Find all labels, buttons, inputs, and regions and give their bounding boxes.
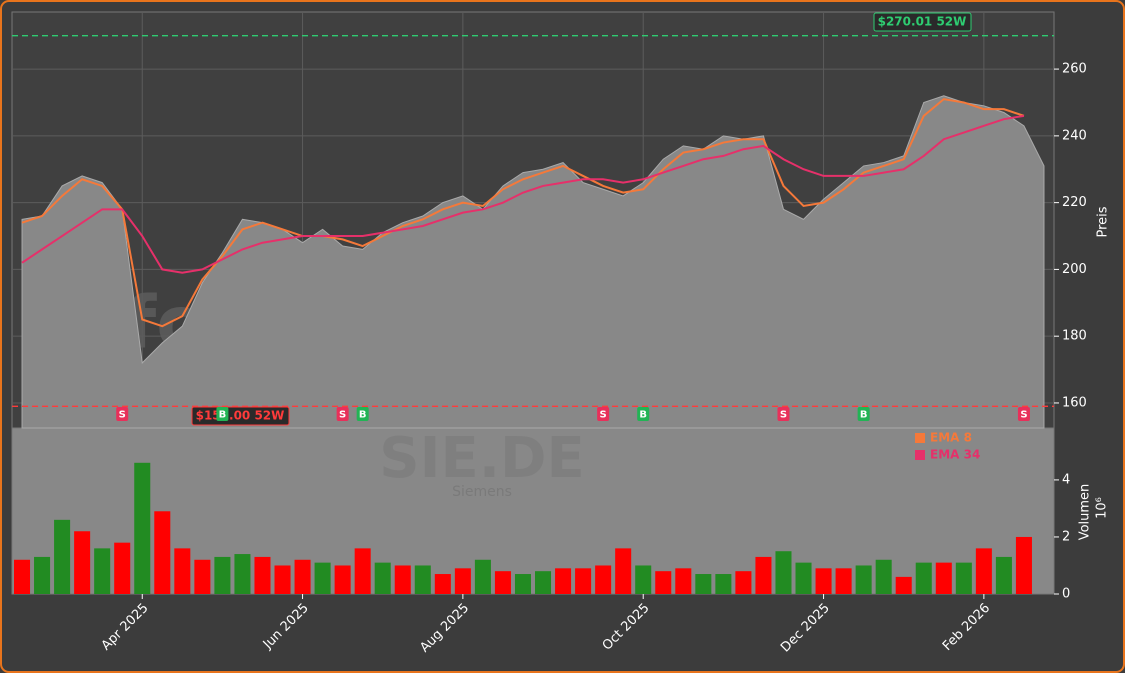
plot-layer: forexsignale.tradeSIE.DESiemens160180200…: [12, 12, 1111, 656]
volume-bar: [14, 559, 31, 594]
y-tick-label: 200: [1062, 262, 1087, 277]
volume-bar: [394, 565, 411, 594]
volume-bar: [895, 576, 912, 594]
signal-label: B: [219, 410, 227, 421]
volume-bar: [995, 556, 1012, 594]
signal-box: [777, 407, 790, 421]
volume-bar: [174, 548, 191, 594]
offset-label: 10⁶: [1095, 497, 1110, 519]
volume-bar: [935, 562, 952, 594]
y-axis-label: Preis: [1096, 206, 1111, 237]
volume-bar: [454, 568, 471, 594]
volume-bar: [494, 571, 511, 594]
y-tick-label: 220: [1062, 195, 1087, 210]
volume-bar: [474, 559, 491, 594]
price-area: [21, 95, 1045, 429]
watermark-symbol: SIE.DE: [379, 426, 584, 491]
signal-box: [356, 407, 369, 421]
volume-bar: [114, 542, 131, 594]
volume-bar: [775, 551, 792, 594]
legend-label: EMA 34: [930, 448, 980, 462]
volume-bar: [875, 559, 892, 594]
y-tick-label: 260: [1062, 62, 1087, 77]
volume-bar: [915, 562, 932, 594]
volume-bar: [955, 562, 972, 594]
volume-bar: [595, 565, 612, 594]
y-axis-label: Volumen: [1078, 484, 1093, 541]
volume-bar: [154, 511, 171, 594]
signal-label: B: [359, 410, 367, 421]
volume-bar: [134, 462, 151, 594]
volume-bar: [675, 568, 692, 594]
volume-bar: [975, 548, 992, 594]
volume-bar: [74, 531, 91, 594]
y-tick-label: 180: [1062, 329, 1087, 344]
signal-box: [116, 407, 129, 421]
volume-bar: [835, 568, 852, 594]
signal-box: [216, 407, 229, 421]
volume-bar: [635, 565, 652, 594]
volume-bar: [655, 571, 672, 594]
y-tick-label: 4: [1062, 472, 1070, 487]
volume-bar: [194, 559, 211, 594]
signal-label: B: [639, 410, 647, 421]
y-tick-label: 240: [1062, 128, 1087, 143]
hline-label: $159.00 52W: [196, 409, 285, 423]
signal-box: [597, 407, 610, 421]
signal-box: [637, 407, 650, 421]
volume-bar: [254, 556, 271, 594]
watermark-company: Siemens: [452, 484, 512, 500]
volume-bar: [94, 548, 111, 594]
volume-bar: [274, 565, 291, 594]
volume-bar: [354, 548, 371, 594]
volume-bar: [34, 556, 51, 594]
signal-box: [857, 407, 870, 421]
volume-bar: [234, 554, 251, 594]
volume-bar: [555, 568, 572, 594]
y-tick-label: 0: [1062, 587, 1070, 602]
ema-line: [21, 98, 1025, 328]
legend-swatch: [915, 433, 925, 443]
hline-label-box: [191, 406, 290, 426]
y-tick-label: 160: [1062, 395, 1087, 410]
hline-label: $270.01 52W: [878, 15, 967, 29]
signal-label: S: [339, 410, 346, 421]
volume-bar: [615, 548, 632, 594]
legend-swatch: [915, 450, 925, 460]
volume-bar: [314, 562, 331, 594]
volume-bar: [575, 568, 592, 594]
volume-bar: [374, 562, 391, 594]
hline-label-box: [873, 12, 972, 32]
volume-bar: [294, 559, 311, 594]
volume-bar: [334, 565, 351, 594]
ema-line: [21, 114, 1025, 274]
volume-bar: [695, 574, 712, 594]
legend-label: EMA 8: [930, 431, 972, 445]
volume-bar: [54, 519, 71, 594]
volume-bar: [1015, 536, 1032, 594]
signal-label: S: [600, 410, 607, 421]
volume-bar: [214, 556, 231, 594]
y-tick-label: 2: [1062, 529, 1070, 544]
volume-bar: [535, 571, 552, 594]
volume-bar: [514, 574, 531, 594]
volume-bar: [715, 574, 732, 594]
volume-bar: [414, 565, 431, 594]
volume-bar: [855, 565, 872, 594]
volume-bar: [755, 556, 772, 594]
volume-bar: [434, 574, 451, 594]
signal-label: B: [860, 410, 868, 421]
signal-label: S: [780, 410, 787, 421]
volume-bar: [735, 571, 752, 594]
signal-box: [336, 407, 349, 421]
signal-label: S: [1020, 410, 1027, 421]
volume-bar: [795, 562, 812, 594]
signal-label: S: [119, 410, 126, 421]
signal-box: [1017, 407, 1030, 421]
volume-bar: [815, 568, 832, 594]
